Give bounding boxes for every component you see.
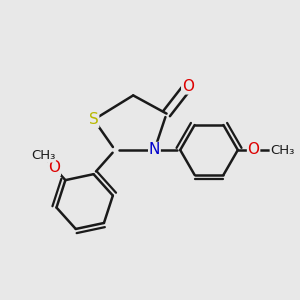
Text: CH₃: CH₃ [31,149,55,162]
Text: O: O [182,79,194,94]
Text: N: N [149,142,160,158]
Text: S: S [89,112,99,127]
Text: O: O [48,160,60,175]
Text: O: O [248,142,260,158]
Text: CH₃: CH₃ [270,143,295,157]
